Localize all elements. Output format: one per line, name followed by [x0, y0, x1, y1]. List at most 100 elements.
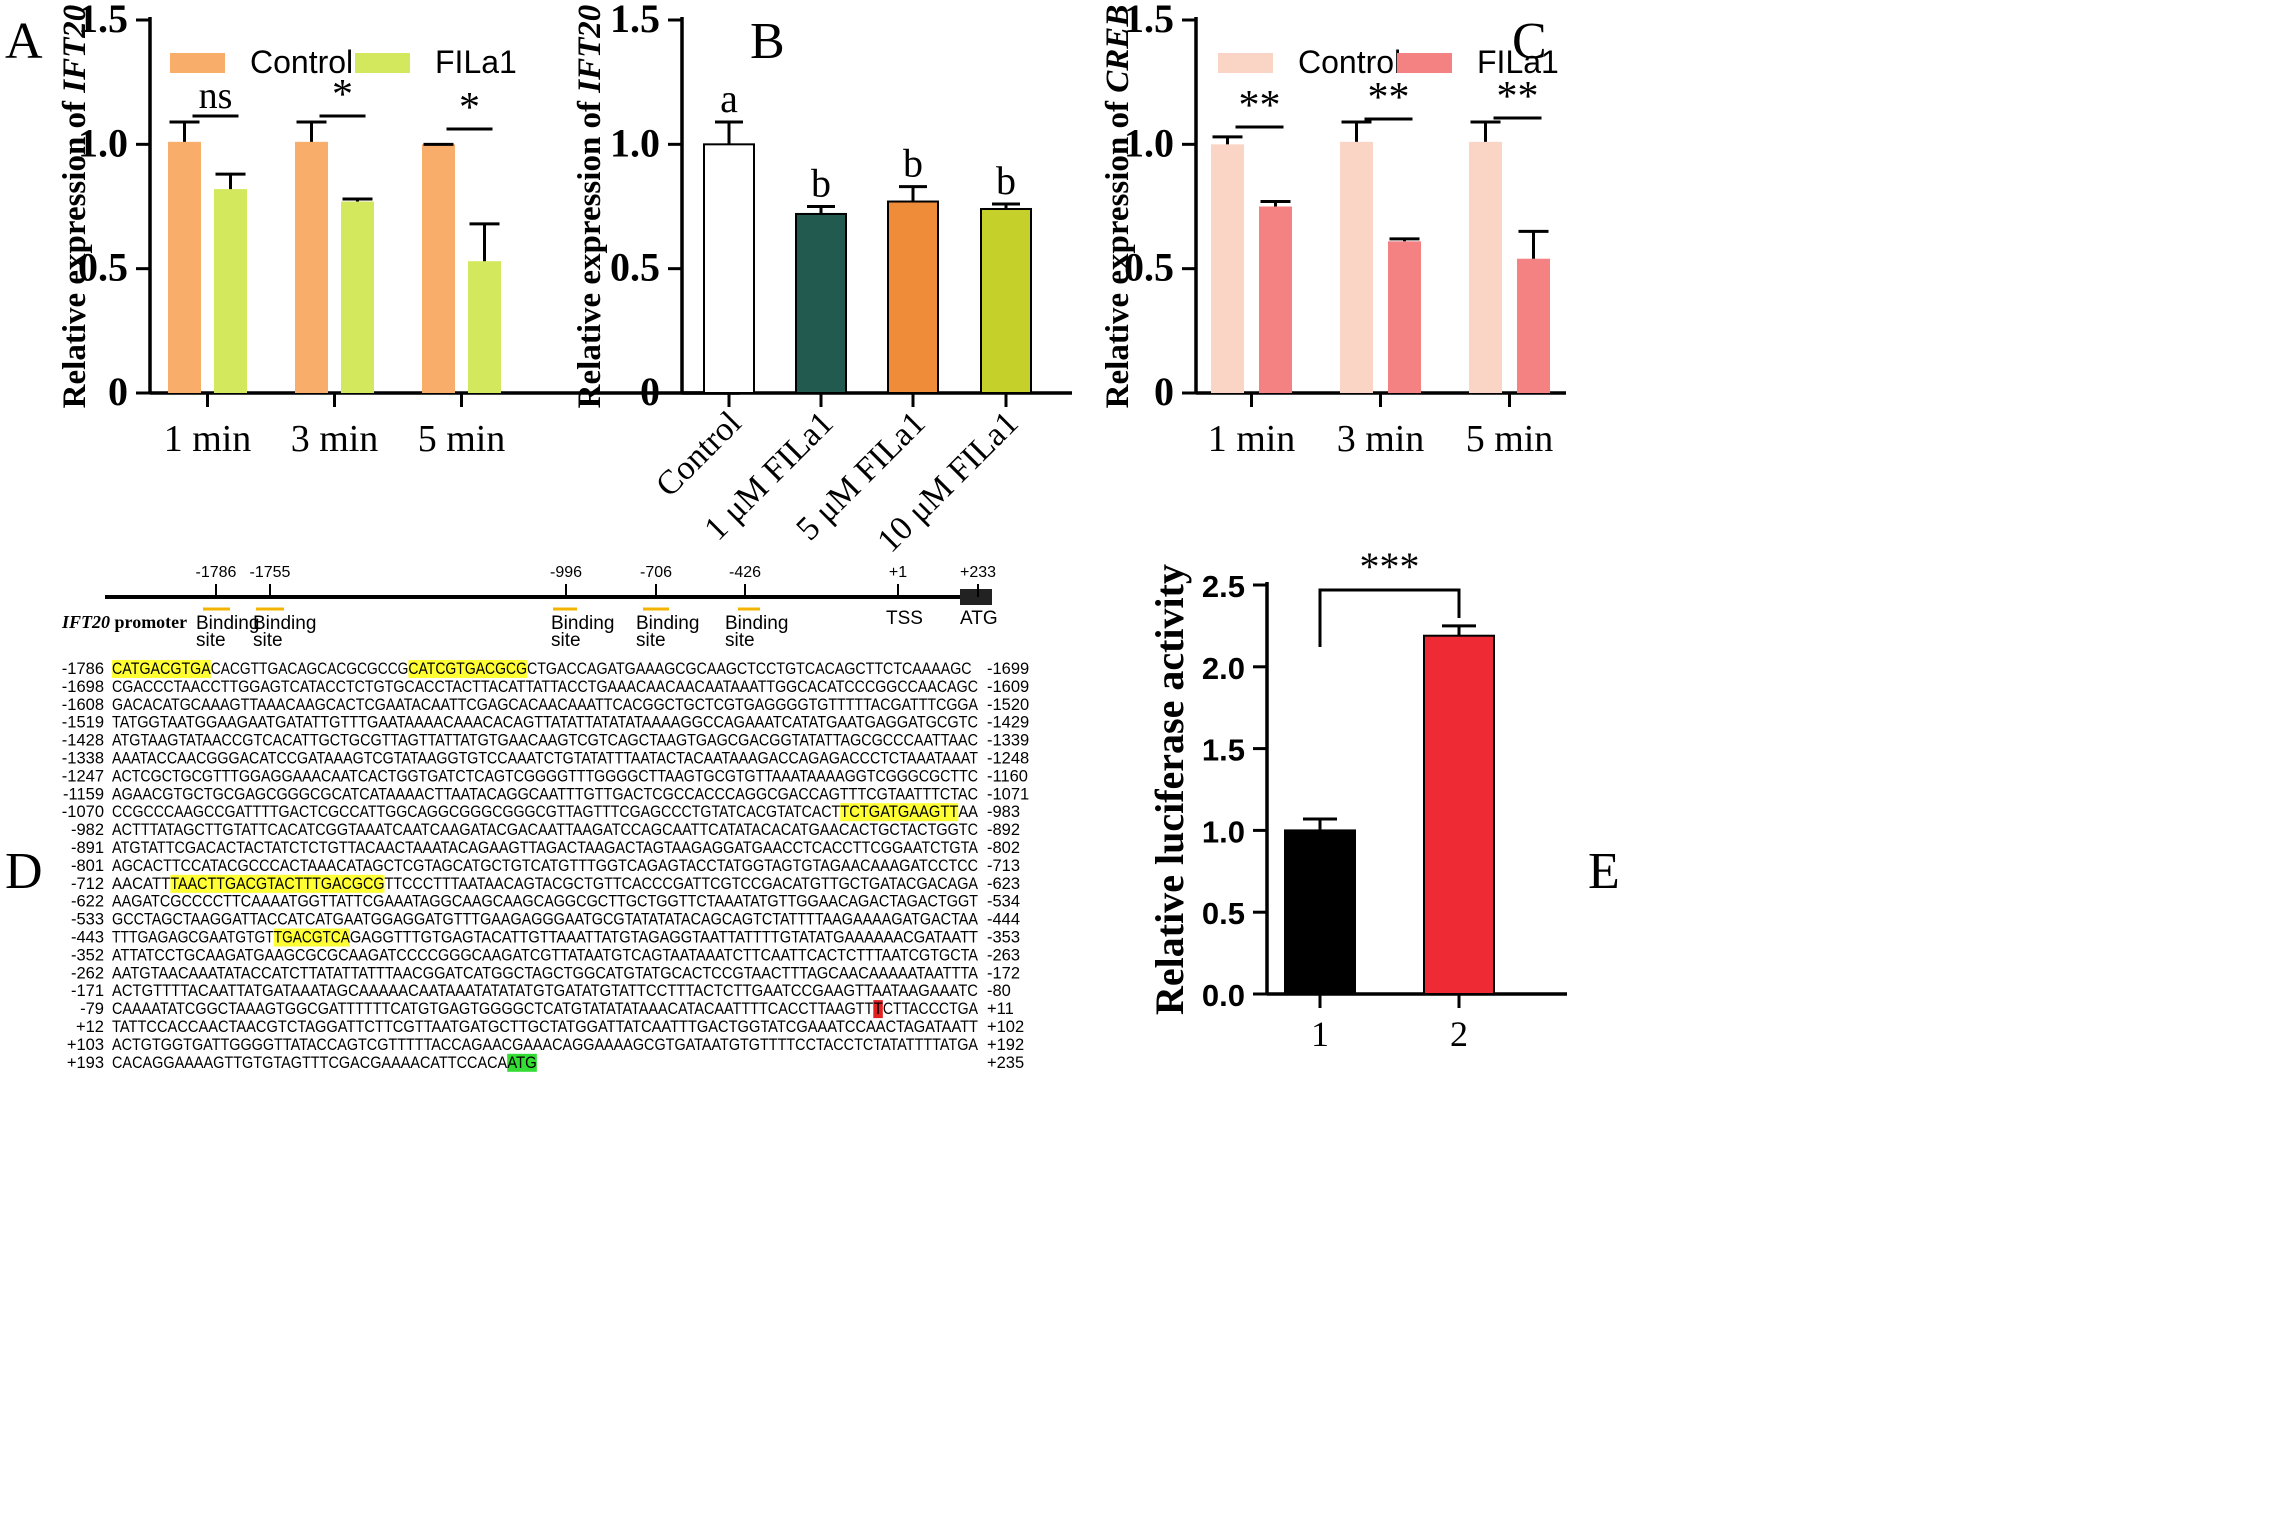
seq-left-number-19: -171 — [71, 982, 104, 1000]
seq-segment: ACTTTATAGCTTGTATTCACATCGGTAAATCAATCAAGAT… — [112, 821, 978, 839]
panel-label-e: E — [1588, 843, 1620, 900]
chart-e-bar-1 — [1284, 829, 1356, 996]
seq-segment: TATGGTAATGGAAGAATGATATTGTTTGAATAAAACAAAC… — [112, 714, 978, 732]
chart-a-bar-control-2 — [295, 141, 328, 393]
seq-segment: AGAACGTGCTGCGAGCGGGCGCATCATAAAACTTAATACA… — [112, 785, 978, 803]
chart-c-legend-swatch-1 — [1218, 53, 1273, 73]
chart-a-y-tick-label: 0.5 — [78, 245, 128, 290]
chart-c-legend-label-1: Control — [1298, 44, 1401, 80]
chart-c-bar-control-3 — [1469, 141, 1502, 393]
chart-b-y-tick-label: 1.5 — [610, 0, 660, 41]
binding-site-label-2: Binding — [253, 613, 316, 634]
chart-b-y-label-gene: IFT20 — [572, 5, 608, 94]
chart-c-bar-fila1-1 — [1259, 206, 1292, 393]
seq-left-number-2: -1698 — [62, 678, 104, 696]
chart-e-x-tick-label-2: 2 — [1450, 1014, 1468, 1054]
chart-b-bar-3 — [887, 200, 939, 394]
chart-c-y-tick-label: 1.0 — [1124, 120, 1174, 165]
promoter-position-6: +1 — [889, 564, 907, 581]
seq-segment: ATGTATTCGACACTACTATCTCTGTTACAACTAAATACAG… — [112, 839, 978, 857]
chart-e-y-tick-label: 2.0 — [1202, 651, 1245, 686]
seq-segment: CATGACGTGA — [112, 660, 211, 678]
seq-segment: T — [873, 1000, 883, 1018]
chart-b-y-tick-label: 0 — [640, 369, 660, 414]
panel-label-a: A — [5, 13, 43, 70]
seq-segment: AATGTAACAAATATACCATCTTATATTATTTAACGGATCA… — [112, 964, 978, 982]
chart-a-y-tick-label: 1.0 — [78, 120, 128, 165]
seq-segment: AACATT — [112, 875, 170, 893]
chart-a-y-label: Relative expression of IFT20 — [57, 5, 93, 409]
chart-a-y-tick-label: 1.5 — [78, 0, 128, 41]
chart-e-significance-label: *** — [1360, 544, 1420, 589]
seq-segment: AGCACTTCCATACGCCCACTAAACATAGCTCGTAGCATGC… — [112, 857, 978, 875]
chart-e-significance-bracket — [1318, 588, 1461, 647]
binding-site-label-5: Binding — [725, 613, 788, 634]
chart-c-significance-label: ** — [1497, 74, 1539, 120]
binding-site-label-1-b: site — [196, 630, 226, 651]
chart-a-x-tick-label: 3 min — [291, 418, 379, 460]
seq-segment: TCTGATGAAGTT — [840, 803, 958, 821]
seq-segment: GAGGTTTGTGAGTACATTGTTAAATTATGTAGAGGTAATT… — [350, 929, 978, 947]
seq-left-number-6: -1338 — [62, 750, 104, 768]
chart-a-significance-label: * — [459, 85, 480, 131]
chart-a-bar-fila1-2 — [341, 201, 374, 393]
seq-right-number-2: -1609 — [987, 678, 1029, 696]
chart-c-significance-label: ** — [1239, 83, 1281, 129]
seq-segment: CGACCCTAACCTTGGAGTCATACCTCTGTGCACCTACTTA… — [112, 678, 978, 696]
panel-label-c: C — [1512, 13, 1547, 70]
seq-left-number-10: -982 — [71, 821, 104, 839]
atg-label: ATG — [960, 608, 998, 629]
seq-right-number-16: -353 — [987, 929, 1020, 947]
chart-b-letter-4: b — [996, 158, 1016, 203]
chart-e-y-tick-label: 0.5 — [1202, 896, 1245, 931]
seq-segment: ATTATCCTGCAAGATGAAGCGCGCAAGATCCCCGGGCAAG… — [112, 946, 978, 964]
seq-right-number-5: -1339 — [987, 732, 1029, 750]
seq-segment: AAGATCGCCCCTTCAAAATGGTTATTCGAAATAGGCAAGC… — [112, 893, 978, 911]
chart-a-legend-swatch-1 — [170, 53, 225, 73]
seq-left-number-12: -801 — [71, 857, 104, 875]
chart-e-y-tick-label: 1.0 — [1202, 814, 1245, 849]
promoter-position-5: -426 — [729, 564, 761, 581]
panel-label-d: D — [5, 843, 43, 900]
seq-left-number-13: -712 — [71, 875, 104, 893]
seq-segment: GACACATGCAAAGTTAAACAAGCACTCGAATACAATTCGA… — [112, 696, 978, 714]
chart-c-bar-control-1 — [1211, 144, 1244, 393]
seq-left-number-8: -1159 — [63, 785, 104, 803]
chart-a-legend-label-2: FILa1 — [435, 44, 517, 80]
seq-right-number-3: -1520 — [987, 696, 1029, 714]
chart-c-y-tick-label: 0.5 — [1124, 245, 1174, 290]
binding-site-label-2-b: site — [253, 630, 283, 651]
chart-b-y-tick-label: 1.0 — [610, 120, 660, 165]
seq-right-number-7: -1160 — [987, 767, 1028, 785]
chart-c-x-tick-label: 1 min — [1208, 418, 1296, 460]
seq-left-number-16: -443 — [71, 929, 104, 947]
seq-right-number-1: -1699 — [987, 660, 1029, 678]
chart-a-legend-swatch-2 — [355, 53, 410, 73]
seq-left-number-5: -1428 — [62, 732, 104, 750]
chart-c-bar-control-2 — [1340, 141, 1373, 393]
seq-right-number-10: -892 — [987, 821, 1020, 839]
seq-right-number-11: -802 — [987, 839, 1020, 857]
seq-segment: GCCTAGCTAAGGATTACCATCATGAATGGAGGATGTTTGA… — [112, 911, 978, 929]
seq-right-number-23: +235 — [987, 1054, 1024, 1072]
seq-segment: CATCGTGACGCG — [408, 660, 527, 678]
seq-left-number-1: -1786 — [62, 660, 104, 678]
chart-e-x-tick-label-1: 1 — [1311, 1014, 1329, 1054]
promoter-position-7: +233 — [960, 564, 996, 581]
chart-c-y-tick-label: 1.5 — [1124, 0, 1174, 41]
seq-segment: TGACGTCA — [274, 929, 350, 947]
seq-segment: AA — [958, 803, 978, 821]
seq-highlight — [273, 928, 350, 947]
chart-b-bar-1 — [703, 143, 755, 394]
binding-site-label-4-b: site — [636, 630, 666, 651]
promoter-position-4: -706 — [640, 564, 672, 581]
chart-b-letter-1: a — [720, 76, 738, 121]
seq-left-number-14: -622 — [71, 893, 104, 911]
seq-segment: CACAGGAAAAGTTGTGTAGTTTCGACGAAAACATTCCACA — [112, 1054, 507, 1072]
chart-b-y-label: Relative expression of IFT20 — [572, 5, 608, 409]
seq-left-number-3: -1608 — [62, 696, 104, 714]
seq-right-number-21: +102 — [987, 1018, 1024, 1036]
chart-a-significance-label: * — [332, 72, 353, 118]
promoter-position-1: -1786 — [196, 564, 237, 581]
seq-segment: AAATACCAACGGGACATCCGATAAAGTCGTATAAGGTGTC… — [112, 750, 978, 768]
